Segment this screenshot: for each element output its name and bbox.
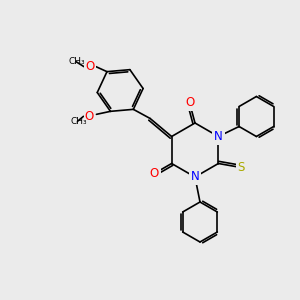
Text: O: O xyxy=(85,110,94,123)
Text: CH₃: CH₃ xyxy=(70,117,87,126)
Text: N: N xyxy=(214,130,223,143)
Text: S: S xyxy=(237,161,245,174)
Text: N: N xyxy=(190,170,200,184)
Text: O: O xyxy=(150,167,159,180)
Text: O: O xyxy=(85,60,94,73)
Text: O: O xyxy=(185,96,194,109)
Text: CH₃: CH₃ xyxy=(69,57,85,66)
